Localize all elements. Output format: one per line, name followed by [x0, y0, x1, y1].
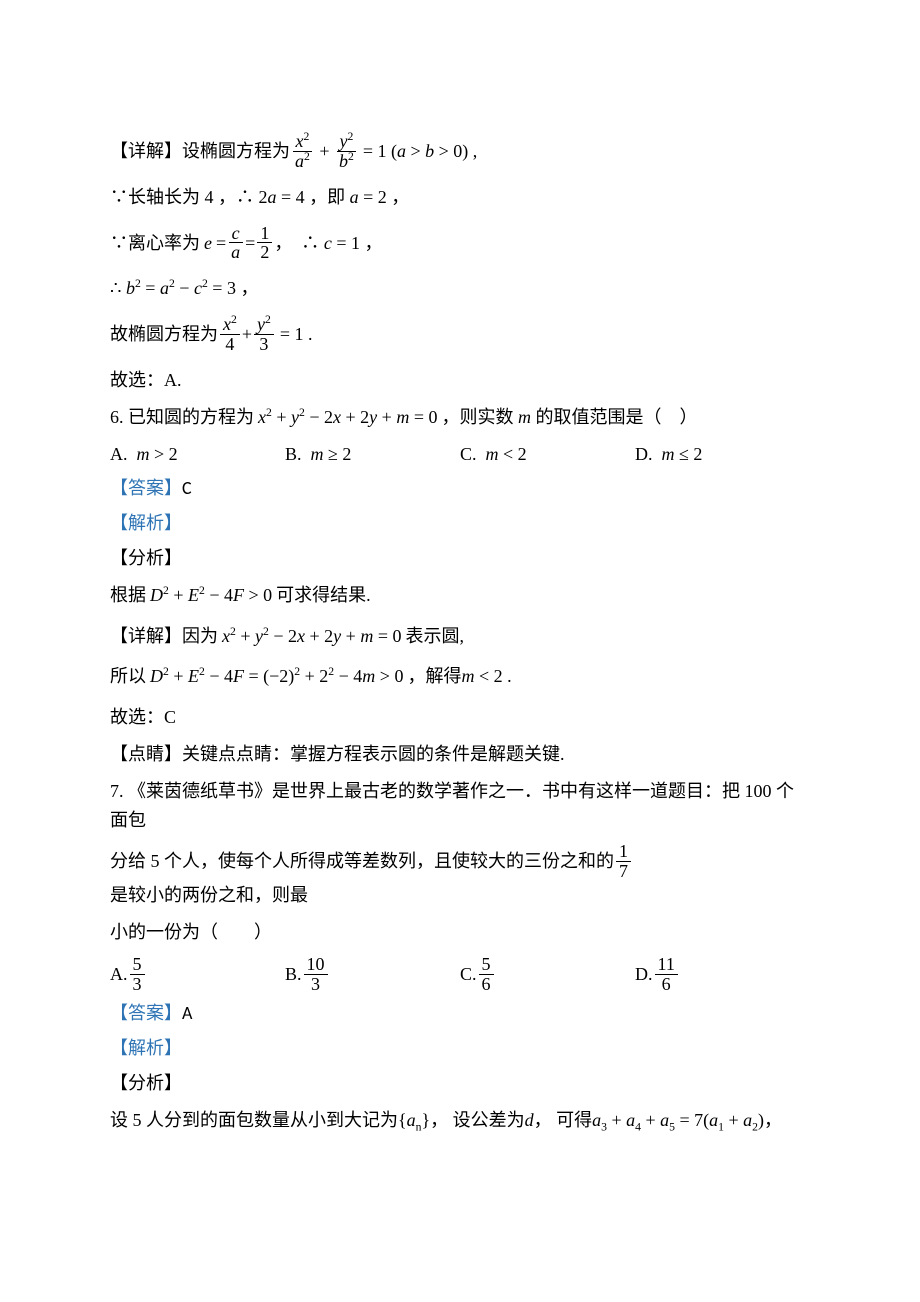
q6-fenxi-post: 可求得结果. [276, 581, 371, 610]
q7-stem1: 7. 《莱茵德纸草书》是世界上最古老的数学著作之一．书中有这样一道题目：把 10… [110, 777, 810, 835]
plus2: + [242, 320, 252, 349]
q7-seq: {an} [398, 1106, 430, 1135]
q6-stem-eq: x2 + y2 − 2x + 2y + m = 0 [258, 403, 437, 432]
q5-line4: ∴ b2 = a2 − c2 = 3 ， [110, 274, 810, 303]
eq1: = [216, 229, 226, 258]
frac-c-a: c a [228, 224, 243, 263]
q6-fenxi-pre: 根据 [110, 581, 146, 610]
q6-opt-d[interactable]: D. m ≤ 2 [635, 440, 810, 469]
plus-sign: + [315, 137, 334, 166]
q6-answer: C [182, 474, 192, 503]
answer-label: 【答案】 [110, 474, 182, 503]
q6-stem-post: ，则实数 m 的取值范围是（ ） [441, 403, 697, 432]
q6-det1-post: 表示圆, [405, 622, 464, 651]
q6-det1-eq: x2 + y2 − 2x + 2y + m = 0 [222, 622, 401, 651]
q7-fenxi-pre: 设 5 人分到的面包数量从小到大记为 [110, 1106, 398, 1135]
q6-det2-eq: D2 + E2 − 4F = (−2)2 + 22 − 4m > 0 [150, 662, 403, 691]
q6-fenxi: 根据 D2 + E2 − 4F > 0 可求得结果. [110, 581, 810, 610]
q5-line5: 故椭圆方程为 x2 4 + y2 3 = 1 . [110, 315, 810, 354]
q5-detail-line1: 【详解】 设椭圆方程为 x2 a2 + y2 b2 = 1 (a > b > 0… [110, 132, 810, 171]
q7-analysis-label: 【解析】 [110, 1034, 810, 1063]
q7-answer-line: 【答案】 A [110, 999, 810, 1028]
q5-select: 故选：A. [110, 366, 810, 395]
q5-line3: ∵离心率为 e = c a = 1 2 ， ∴ c = 1 ， [110, 224, 810, 263]
q7-fenxi-post: ， [764, 1106, 782, 1135]
q5-line5-pre: 故椭圆方程为 [110, 320, 218, 349]
q7-fenxi-label: 【分析】 [110, 1069, 810, 1098]
q7-fenxi-mid2: ， 可得 [534, 1106, 593, 1135]
q7-stem2-pre: 分给 5 个人，使每个人所得成等差数列，且使较大的三份之和的 [110, 847, 614, 876]
q6-dianjing-text: 关键点点睛：掌握方程表示圆的条件是解题关键. [182, 740, 565, 769]
dianjing-label: 【点睛】 [110, 740, 182, 769]
q6-detail1: 【详解】 因为 x2 + y2 − 2x + 2y + m = 0 表示圆, [110, 622, 810, 651]
q6-det2-pre: 所以 [110, 662, 146, 691]
detail-label2: 【详解】 [110, 622, 182, 651]
q7-opt-a[interactable]: A. 53 [110, 955, 285, 994]
q6-stem-pre: 6. 已知圆的方程为 [110, 403, 254, 432]
q7-opt-d[interactable]: D. 116 [635, 955, 810, 994]
q6-opt-b[interactable]: B. m ≥ 2 [285, 440, 460, 469]
q6-select: 故选：C [110, 703, 810, 732]
q5-line3-pre: ∵离心率为 [110, 229, 200, 258]
q5-line5-post: = 1 . [280, 320, 313, 349]
q7-answer: A [182, 999, 192, 1028]
q6-opt-c[interactable]: C. m < 2 [460, 440, 635, 469]
q6-analysis-label: 【解析】 [110, 509, 810, 538]
frac-x2-a2: x2 a2 [292, 132, 313, 171]
q7-opt-b[interactable]: B. 103 [285, 955, 460, 994]
q7-stem3: 小的一份为（ ） [110, 918, 810, 947]
q5-line2: ∵长轴长为 4 ，∴ 2a = 4 ，即 a = 2 ， [110, 183, 810, 212]
q6-options: A. m > 2 B. m ≥ 2 C. m < 2 D. m ≤ 2 [110, 440, 810, 469]
q6-opt-a[interactable]: A. m > 2 [110, 440, 285, 469]
q7-stem2: 分给 5 个人，使每个人所得成等差数列，且使较大的三份之和的 1 7 是较小的两… [110, 842, 810, 910]
q6-fenxi-eq: D2 + E2 − 4F > 0 [150, 581, 272, 610]
q7-fenxi: 设 5 人分到的面包数量从小到大记为 {an} ， 设公差为 d ， 可得 a3… [110, 1106, 810, 1135]
q6-dianjing: 【点睛】 关键点点睛：掌握方程表示圆的条件是解题关键. [110, 740, 810, 769]
frac-y2-b2: y2 b2 [336, 132, 357, 171]
q5-e: e [204, 229, 212, 258]
q7-d: d [525, 1106, 534, 1135]
q5-line3-post: ， ∴ c = 1 ， [274, 229, 382, 258]
q6-det2-res: m < 2 . [461, 662, 511, 691]
q6-fenxi-label: 【分析】 [110, 544, 810, 573]
q6-det1-pre: 因为 [182, 622, 218, 651]
frac-x2-4: x2 4 [220, 315, 240, 354]
q6-detail2: 所以 D2 + E2 − 4F = (−2)2 + 22 − 4m > 0 ，解… [110, 662, 810, 691]
detail-label: 【详解】 [110, 137, 182, 166]
q5-detail-prefix: 设椭圆方程为 [182, 137, 290, 166]
answer-label2: 【答案】 [110, 999, 182, 1028]
q5-line2-text: ∵长轴长为 4 ，∴ 2a = 4 ，即 a = 2 ， [110, 183, 409, 212]
q6-stem: 6. 已知圆的方程为 x2 + y2 − 2x + 2y + m = 0 ，则实… [110, 403, 810, 432]
q5-rhs: = 1 (a > b > 0) , [363, 137, 477, 166]
q6-answer-line: 【答案】 C [110, 474, 810, 503]
frac-1-2: 1 2 [257, 224, 272, 263]
q5-line4-text: ∴ b2 = a2 − c2 = 3 ， [110, 274, 258, 303]
q7-options: A. 53 B. 103 C. 56 D. 116 [110, 955, 810, 994]
frac-y2-3: y2 3 [254, 315, 274, 354]
q6-det2-mid: ，解得 [407, 662, 461, 691]
q7-fenxi-mid1: ， 设公差为 [430, 1106, 525, 1135]
q7-stem2-post: 是较小的两份之和，则最 [110, 881, 308, 910]
frac-1-7: 1 7 [616, 842, 631, 881]
eq2: = [245, 229, 255, 258]
q7-opt-c[interactable]: C. 56 [460, 955, 635, 994]
q7-fenxi-eq: a3 + a4 + a5 = 7(a1 + a2) [592, 1106, 764, 1135]
